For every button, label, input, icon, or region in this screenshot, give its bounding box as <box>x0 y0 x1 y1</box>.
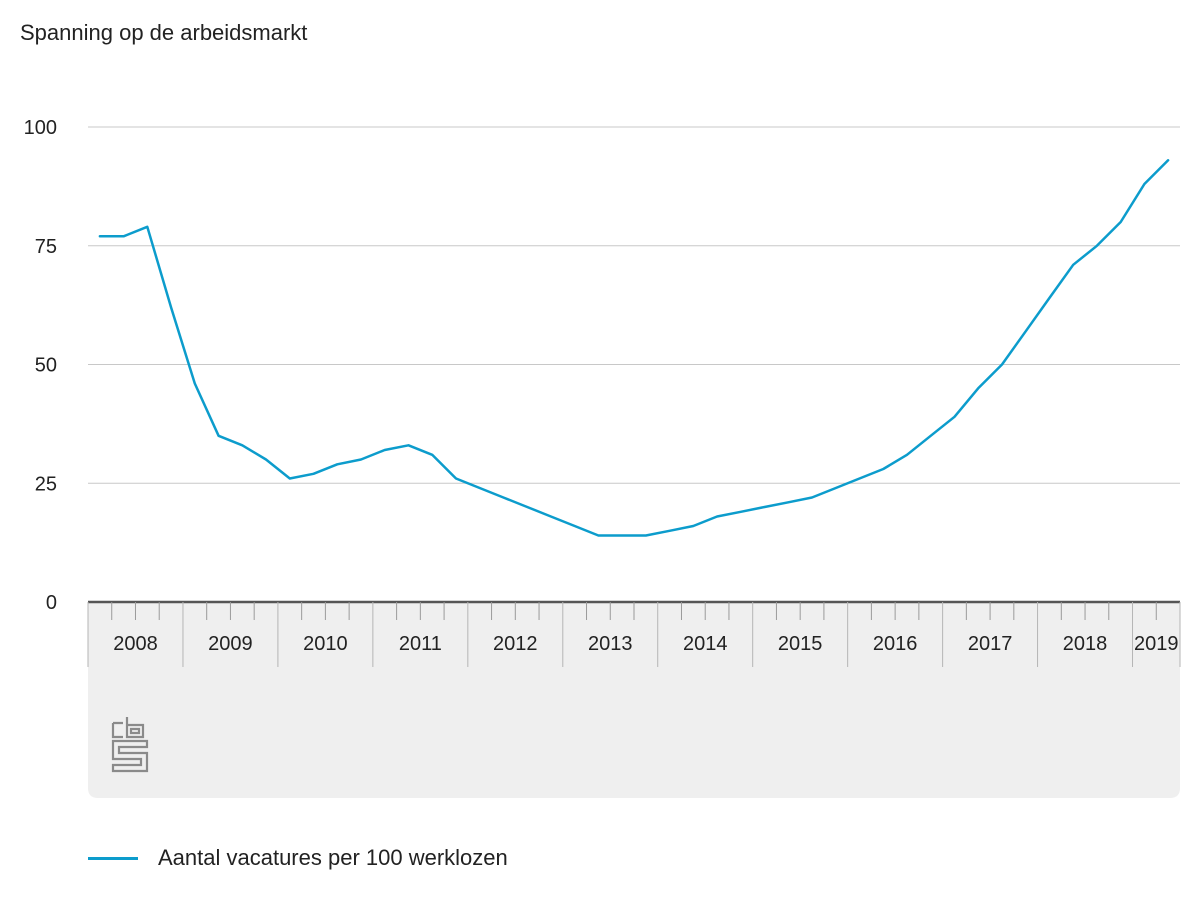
x-tick-label-2019: 2019 <box>1134 633 1179 655</box>
x-tick-label-2009: 2009 <box>208 633 253 655</box>
series-layer <box>98 159 1170 537</box>
x-tick-label-2012: 2012 <box>493 633 538 655</box>
series-line-0 <box>98 159 1170 537</box>
x-tick-label-2016: 2016 <box>873 633 918 655</box>
legend-swatch <box>88 856 138 860</box>
x-tick-label-2010: 2010 <box>303 633 348 655</box>
legend-label: Aantal vacatures per 100 werklozen <box>158 845 508 870</box>
cbs-logo <box>111 717 149 773</box>
y-tick-label-100: 100 <box>24 117 57 139</box>
axis-band-background <box>88 602 1180 798</box>
y-axis-labels: 0 25 50 75 100 <box>24 117 57 614</box>
x-tick-label-2014: 2014 <box>683 633 728 655</box>
y-tick-label-25: 25 <box>35 473 57 495</box>
y-tick-label-50: 50 <box>35 355 57 377</box>
x-tick-label-2008: 2008 <box>113 633 158 655</box>
y-tick-label-75: 75 <box>35 236 57 258</box>
legend: Aantal vacatures per 100 werklozen <box>88 845 508 871</box>
x-tick-label-2011: 2011 <box>399 633 442 655</box>
x-tick-label-2017: 2017 <box>968 633 1013 655</box>
x-tick-label-2018: 2018 <box>1063 633 1108 655</box>
y-tick-label-0: 0 <box>46 592 57 614</box>
x-tick-label-2013: 2013 <box>588 633 633 655</box>
x-tick-label-2015: 2015 <box>778 633 823 655</box>
chart-title: Spanning op de arbeidsmarkt <box>20 20 308 45</box>
gridlines <box>88 126 1180 484</box>
x-axis-band: 2008 2009 2010 2011 2012 2013 2014 2015 2016 2017… <box>87 600 1181 798</box>
